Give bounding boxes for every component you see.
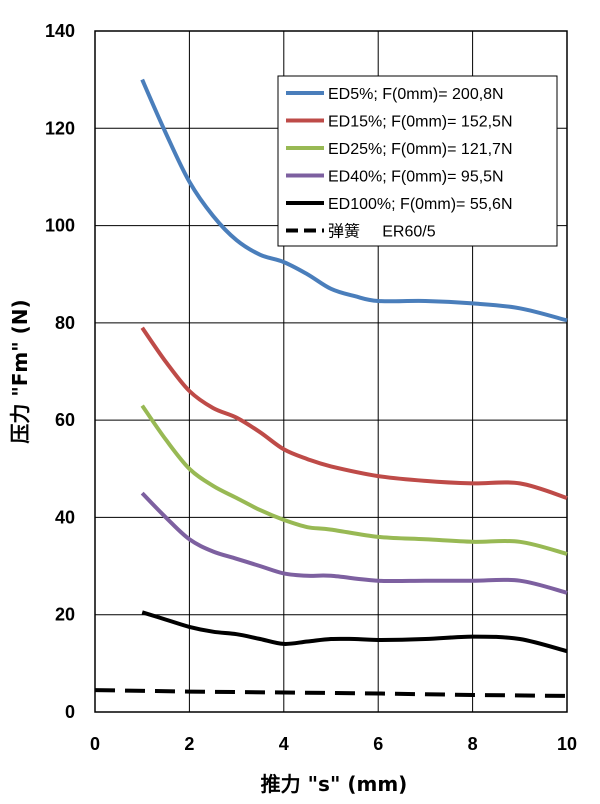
legend: ED5%; F(0mm)= 200,8N ED15%; F(0mm)= 152,5…	[277, 75, 558, 247]
y-tick-label: 140	[45, 21, 75, 41]
legend-label: ED5%; F(0mm)= 200,8N	[328, 86, 504, 103]
y-tick-label: 60	[55, 410, 75, 430]
x-tick-label: 6	[373, 734, 383, 754]
series-line-3	[140, 404, 568, 556]
x-tick-label: 10	[557, 734, 577, 754]
series-line-1	[140, 78, 568, 323]
legend-label: ED100%; F(0mm)= 55,6N	[328, 196, 513, 213]
y-tick-label: 100	[45, 216, 75, 236]
data-series	[94, 78, 568, 698]
series-line-2	[140, 326, 568, 500]
x-tick-label: 2	[184, 734, 194, 754]
y-tick-label: 80	[55, 313, 75, 333]
legend-label: ED15%; F(0mm)= 152,5N	[328, 114, 513, 131]
y-axis-label: 压力 "Fm" (N)	[8, 299, 32, 443]
y-tick-label: 20	[55, 605, 75, 625]
x-tick-label: 8	[468, 734, 478, 754]
series-line-6	[94, 688, 568, 698]
x-tick-label: 4	[279, 734, 289, 754]
plot-area	[94, 30, 568, 713]
x-axis-label: 推力 "s" (mm)	[261, 772, 408, 796]
legend-label: 弹簧 ER60/5	[328, 222, 436, 241]
y-tick-label: 0	[65, 702, 75, 722]
x-tick-label: 0	[90, 734, 100, 754]
legend-box	[277, 75, 558, 247]
series-line-4	[140, 491, 568, 595]
y-tick-label: 120	[45, 118, 75, 138]
y-tick-label: 40	[55, 507, 75, 527]
legend-label: ED40%; F(0mm)= 95,5N	[328, 169, 504, 186]
series-line-5	[141, 610, 568, 654]
legend-label: ED25%; F(0mm)= 121,7N	[328, 141, 513, 158]
